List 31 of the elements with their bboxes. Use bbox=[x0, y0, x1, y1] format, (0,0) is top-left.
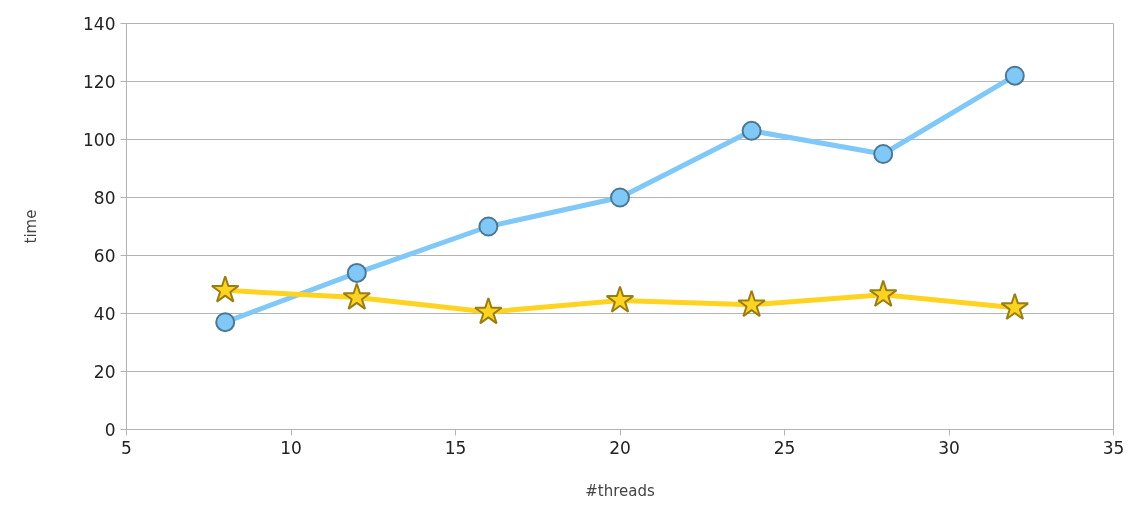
y-tick-label: 140 bbox=[83, 14, 116, 34]
x-tick-label: 15 bbox=[444, 437, 467, 458]
y-axis-title: time bbox=[22, 209, 41, 244]
y-tick-label: 40 bbox=[93, 304, 116, 324]
x-tick-label: 20 bbox=[609, 437, 631, 458]
point bbox=[873, 144, 894, 164]
y-tick-label: 0 bbox=[104, 420, 116, 440]
point bbox=[605, 285, 635, 313]
point bbox=[215, 312, 236, 333]
point bbox=[342, 282, 372, 310]
x-tick-label: 5 bbox=[121, 437, 132, 458]
point bbox=[1004, 65, 1025, 86]
x-tick-label: 25 bbox=[773, 437, 796, 458]
point bbox=[1000, 292, 1030, 321]
point bbox=[478, 216, 499, 237]
y-tick-label: 80 bbox=[93, 188, 116, 208]
y-tick-label: 20 bbox=[93, 362, 116, 382]
point bbox=[474, 297, 503, 325]
point bbox=[210, 275, 240, 303]
point bbox=[346, 262, 367, 283]
x-tick-label: 10 bbox=[280, 437, 302, 458]
point bbox=[868, 279, 898, 307]
y-tick-label: 100 bbox=[83, 130, 116, 150]
x-tick-label: 30 bbox=[938, 437, 960, 458]
point bbox=[610, 187, 630, 208]
point bbox=[741, 120, 762, 141]
y-tick-label: 60 bbox=[93, 246, 116, 266]
point bbox=[737, 289, 766, 318]
x-tick-label: 35 bbox=[1102, 437, 1125, 458]
y-tick-label: 120 bbox=[83, 72, 116, 92]
x-axis-title: #threads bbox=[585, 481, 655, 500]
